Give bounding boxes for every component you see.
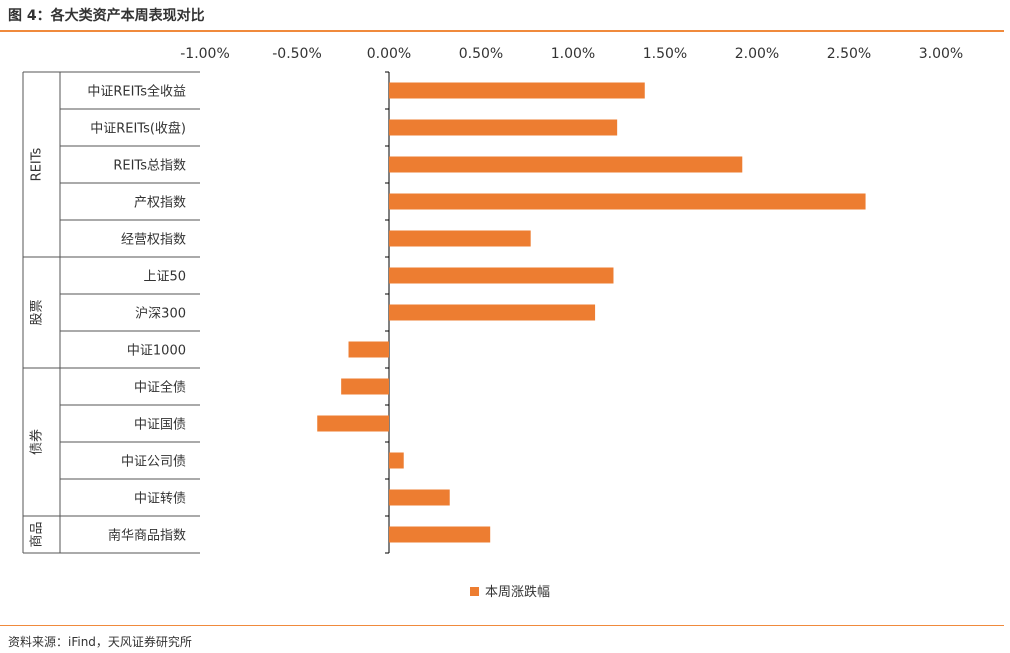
bar bbox=[389, 526, 491, 543]
bar-chart: -1.00% -0.50% 0.00% 0.50% 1.00% 1.50% 2.00% 2.5… bbox=[22, 46, 963, 600]
figure-title: 图 4：各大类资产本周表现对比 bbox=[8, 8, 205, 24]
category-label: 中证国债 bbox=[134, 418, 186, 433]
bar bbox=[389, 489, 450, 506]
category-label: 中证全债 bbox=[134, 380, 186, 396]
bar bbox=[389, 304, 596, 321]
category-label: 中证公司债 bbox=[121, 455, 186, 470]
category-label: 南华商品指数 bbox=[108, 528, 186, 544]
x-tick-label: 1.50% bbox=[643, 46, 687, 62]
category-label: REITs总指数 bbox=[113, 159, 186, 174]
source-note: 资料来源：iFind，天风证券研究所 bbox=[8, 635, 192, 649]
x-tick-label: 2.00% bbox=[735, 46, 779, 62]
category-label: 产权指数 bbox=[134, 195, 186, 211]
top-rule bbox=[0, 30, 1004, 32]
bar bbox=[389, 267, 614, 284]
bar bbox=[317, 415, 389, 432]
category-label: 中证1000 bbox=[127, 344, 186, 359]
category-label: 中证REITs全收益 bbox=[87, 84, 186, 100]
category-label: 中证REITs(收盘) bbox=[90, 121, 186, 137]
x-tick-label: 2.50% bbox=[827, 46, 871, 62]
category-label: 经营权指数 bbox=[121, 232, 186, 248]
bar bbox=[348, 341, 389, 358]
group-label: 股票 bbox=[30, 299, 45, 325]
x-tick-label: 3.00% bbox=[919, 46, 963, 62]
group-label: REITs bbox=[30, 147, 45, 181]
x-tick-label: -1.00% bbox=[180, 46, 230, 62]
bar bbox=[389, 193, 866, 210]
bar bbox=[389, 119, 618, 136]
category-label: 沪深300 bbox=[135, 306, 186, 322]
bar bbox=[389, 82, 645, 99]
bar bbox=[389, 156, 743, 173]
x-tick-label: 1.00% bbox=[551, 46, 595, 62]
x-tick-label: 0.50% bbox=[459, 46, 503, 62]
bar bbox=[341, 378, 389, 395]
bar bbox=[389, 452, 404, 469]
bar bbox=[389, 230, 531, 247]
category-label: 中证转债 bbox=[134, 492, 186, 507]
x-tick-label: 0.00% bbox=[367, 46, 411, 62]
bottom-rule bbox=[0, 625, 1004, 626]
legend-swatch bbox=[470, 587, 479, 596]
legend-label: 本周涨跌幅 bbox=[485, 584, 550, 600]
group-label: 商品 bbox=[30, 521, 45, 547]
x-tick-label: -0.50% bbox=[272, 46, 322, 62]
group-label: 债券 bbox=[29, 429, 45, 455]
category-label: 上证50 bbox=[143, 270, 186, 285]
